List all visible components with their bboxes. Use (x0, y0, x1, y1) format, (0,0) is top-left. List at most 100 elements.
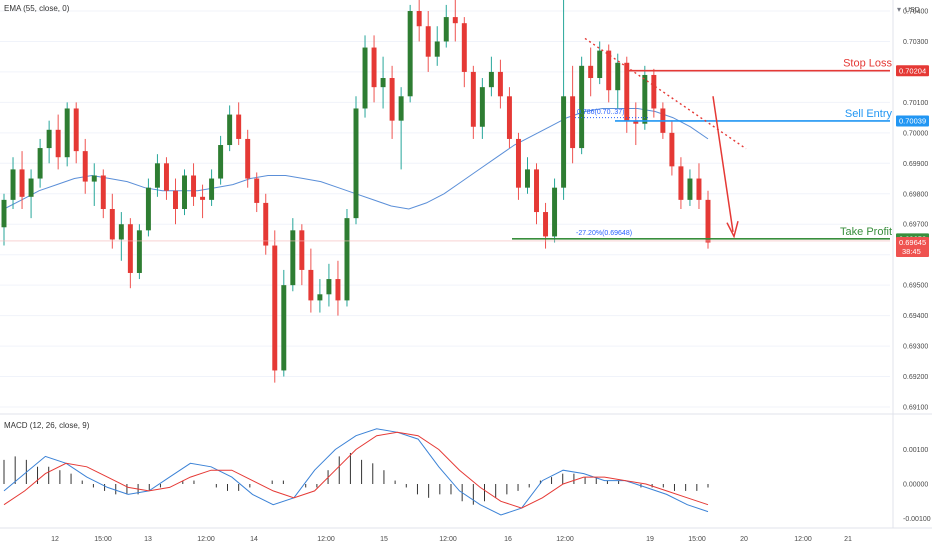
candle-body (127, 224, 133, 273)
current-price-value: 0.69645 (899, 238, 926, 247)
candle-body (597, 50, 603, 79)
candle-body (506, 96, 512, 139)
candle-body (218, 145, 224, 179)
candle-body (55, 129, 61, 158)
currency-chevron-icon[interactable]: ▾ (897, 5, 901, 14)
candle-body (317, 294, 323, 301)
time-axis[interactable]: 12 15:00 13 12:00 14 12:00 15 12:00 16 12:00 19 15:… (0, 527, 932, 543)
candle-body (109, 209, 115, 240)
time-tick-label: 15 (380, 536, 388, 543)
candle-body (479, 87, 485, 127)
candle-body (200, 196, 206, 200)
candle-body (561, 96, 567, 188)
candle-body (525, 169, 530, 188)
candle-body (136, 230, 142, 273)
candle-body (82, 151, 88, 182)
candle-body (651, 74, 657, 109)
price-tick-label: 0.70400 (903, 9, 928, 16)
candle-body (452, 17, 458, 24)
countdown-label: 38:45 (902, 247, 921, 256)
time-tick-label: 21 (844, 536, 852, 543)
price-tick-label: 0.69300 (903, 344, 928, 351)
time-tick-label: 15:00 (688, 536, 706, 543)
candle-body (173, 190, 178, 209)
candle-body (335, 279, 341, 301)
price-tag (896, 65, 929, 77)
price-tick-label: 0.69200 (903, 374, 928, 381)
candle-body (407, 11, 413, 97)
price-pane: Stop Loss Sell Entry Take Profit 0.786(0.70… (0, 0, 893, 408)
macd-signal-line (3, 431, 709, 509)
candle-body (91, 175, 97, 182)
candle-body (272, 245, 278, 371)
level-label: Stop Loss (843, 58, 892, 70)
candle-body (380, 78, 386, 88)
candle-body (416, 11, 422, 27)
candle-body (28, 178, 34, 197)
price-tick-label: 0.69100 (903, 405, 928, 412)
candle-body (236, 114, 242, 139)
candle-body (633, 120, 639, 124)
candle-body (552, 187, 558, 237)
macd-pane: MACD (12, 26, close, 9) (3, 421, 709, 516)
candle-body (588, 65, 594, 79)
time-tick-label: 20 (740, 536, 748, 543)
price-grid (0, 10, 890, 408)
currency-label[interactable]: USD (905, 7, 920, 14)
candle-body (398, 96, 404, 121)
candle-body (425, 26, 431, 57)
projection-arrow-line (712, 96, 734, 232)
time-tick-label: 14 (250, 536, 258, 543)
candle-body (19, 169, 25, 197)
fib-label: 0.786(0.70..37) (577, 109, 624, 116)
price-tick-label: 0.70100 (903, 100, 928, 107)
candle-body (615, 62, 621, 91)
price-tick-label: 0.70000 (903, 130, 928, 137)
time-tick-label: 12 (51, 536, 59, 543)
price-tick-label: 0.69800 (903, 191, 928, 198)
macd-indicator-label[interactable]: MACD (12, 26, close, 9) (4, 421, 90, 430)
candle-body (696, 178, 702, 200)
time-tick-label: 19 (646, 536, 654, 543)
candle-body (182, 175, 187, 209)
candle-body (46, 129, 52, 149)
candle-body (362, 47, 368, 109)
candle-body (461, 23, 467, 72)
candle-body (705, 199, 711, 243)
time-tick-label: 16 (504, 536, 512, 543)
fib-label: -27.20%(0.69648) (576, 230, 632, 237)
candle-body (227, 114, 233, 146)
candle-body (245, 138, 251, 179)
candle-body (299, 230, 305, 270)
candle-body (10, 169, 16, 200)
candle-body (37, 148, 43, 179)
candle-body (497, 71, 503, 97)
time-tick-label: 13 (144, 536, 152, 543)
time-tick-label: 12:00 (317, 536, 335, 543)
price-tag-value: 0.70039 (899, 117, 926, 126)
candle-body (281, 285, 287, 371)
ema-indicator-label[interactable]: EMA (55, close, 0) (4, 4, 70, 13)
macd-tick-label: -0.00100 (903, 516, 931, 523)
candle-body (606, 50, 612, 91)
time-tick-label: 12:00 (794, 536, 812, 543)
price-tick-label: 0.69400 (903, 313, 928, 320)
candle-body (1, 199, 7, 228)
macd-line (3, 428, 709, 516)
candle-body (434, 41, 440, 57)
candle-body (579, 65, 585, 149)
candle-body (543, 212, 549, 237)
level-label: Sell Entry (845, 108, 893, 120)
candle-body (100, 175, 106, 209)
candle-body (64, 108, 70, 158)
macd-tick-labels: 0.00100 0.00000 -0.00100 (903, 447, 931, 523)
candle-body (678, 166, 684, 200)
price-axis[interactable]: 0.704000.703000.702000.701000.700000.699… (892, 0, 931, 528)
candle-body (209, 178, 215, 200)
candles (1, 0, 711, 383)
candle-body (353, 108, 359, 219)
candle-body (326, 279, 332, 295)
candle-body (254, 178, 260, 203)
